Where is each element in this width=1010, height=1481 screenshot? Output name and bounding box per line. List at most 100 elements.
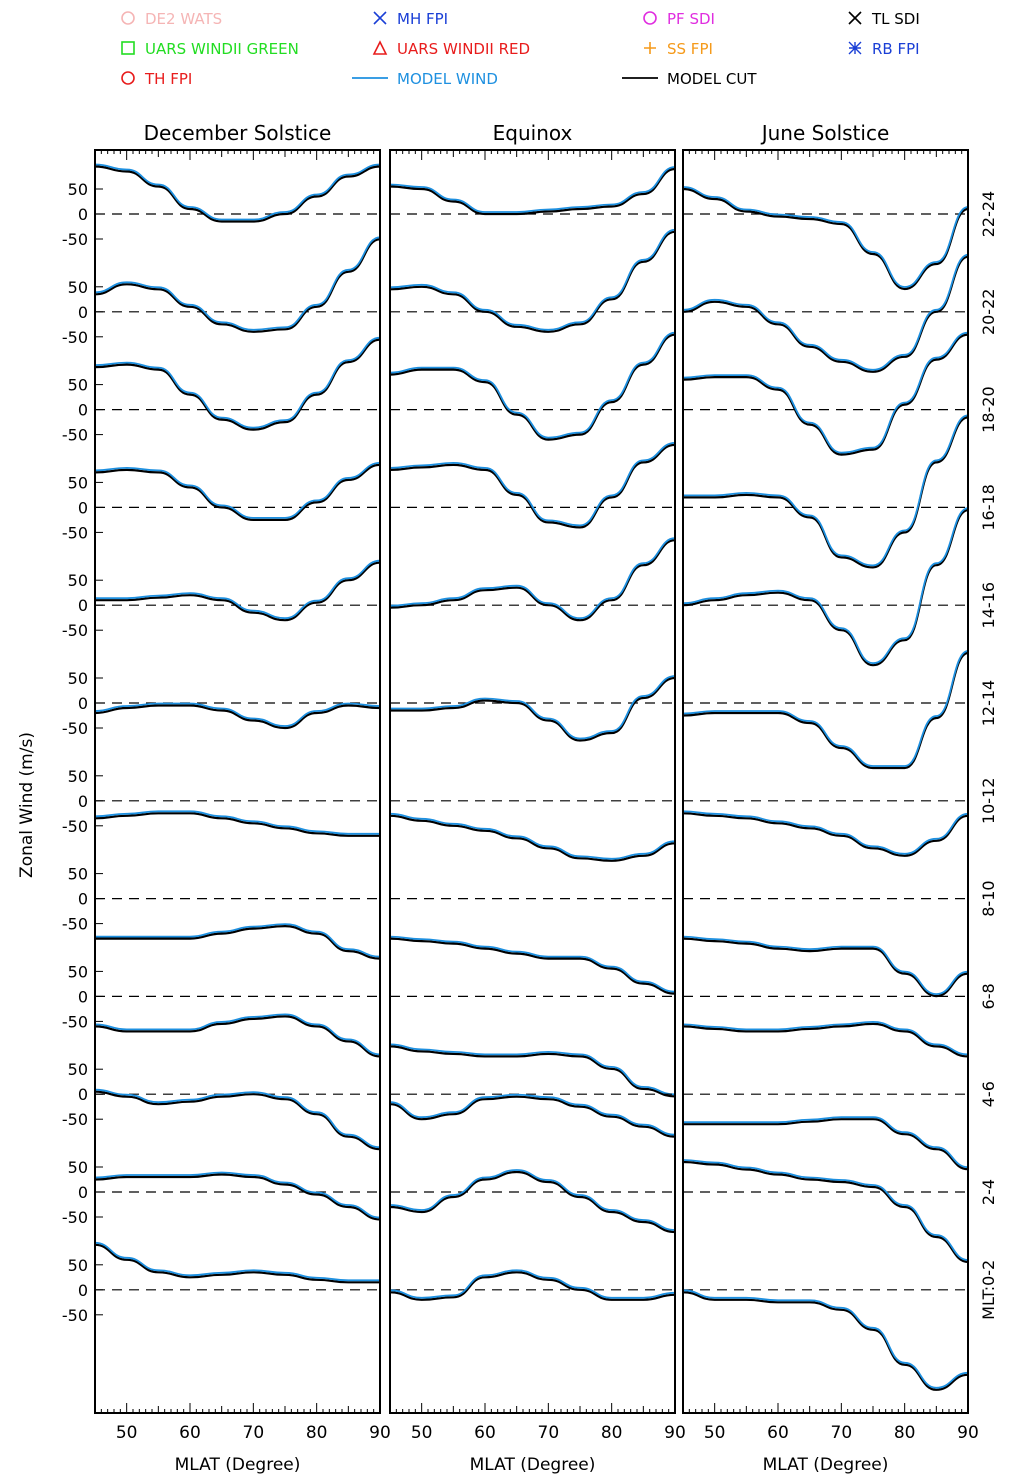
model-cut-line: [390, 539, 675, 622]
model-wind-line: [683, 810, 968, 855]
y-tick-label: 0: [78, 1281, 88, 1300]
plot-area: [390, 166, 675, 1301]
x-tick-label: 90: [957, 1423, 979, 1443]
legend-symbol: [644, 42, 656, 54]
model-cut-line: [95, 1243, 380, 1284]
model-cut-line: [95, 704, 380, 730]
model-cut-line: [95, 165, 380, 223]
model-cut-line: [390, 443, 675, 529]
model-wind-line: [390, 1169, 675, 1231]
x-tick-label: 80: [894, 1423, 916, 1443]
legend-label: UARS WINDII GREEN: [145, 40, 299, 58]
model-cut-line: [683, 1022, 968, 1058]
model-wind-line: [683, 331, 968, 454]
legend-label: TH FPI: [144, 70, 192, 88]
model-cut-line: [95, 338, 380, 431]
legend-label: DE2 WATS: [145, 10, 222, 28]
model-cut-line: [95, 812, 380, 837]
legend-symbol: [373, 11, 387, 25]
model-cut-line: [683, 1291, 968, 1391]
y-tick-label: -50: [62, 817, 88, 836]
model-wind-line: [390, 1269, 675, 1299]
x-tick-label: 50: [704, 1423, 726, 1443]
panel-frame: [389, 149, 676, 1414]
model-wind-line: [95, 1171, 380, 1219]
legend-symbol: [121, 71, 135, 85]
y-tick-label: 50: [68, 1060, 88, 1079]
legend-symbol: [372, 40, 388, 55]
y-tick-label: -50: [62, 621, 88, 640]
x-tick-label: 80: [306, 1423, 328, 1443]
mlt-label: 6-8: [979, 983, 998, 1009]
model-wind-line: [683, 1020, 968, 1056]
y-tick-label: 0: [78, 1085, 88, 1104]
legend-item-model-wind: MODEL WIND: [352, 70, 498, 88]
mlt-label: 4-6: [979, 1081, 998, 1107]
y-tick-label: -50: [62, 230, 88, 249]
model-cut-line: [683, 651, 968, 770]
model-cut-line: [95, 238, 380, 333]
x-tick-label: 70: [538, 1423, 560, 1443]
model-cut-line: [95, 1173, 380, 1221]
panel-frame: [682, 149, 969, 1414]
legend-symbol: [848, 41, 862, 55]
model-wind-line: [95, 1088, 380, 1149]
model-wind-line: [390, 166, 675, 213]
mlt-label: 8-10: [979, 880, 998, 916]
panel-jun: June Solstice 50 60 70 80 90 MLAT (Degree): [682, 121, 979, 1475]
model-wind-line: [683, 414, 968, 567]
y-tick-label: 0: [78, 987, 88, 1006]
y-tick-label: -50: [62, 1012, 88, 1031]
legend-label: PF SDI: [667, 10, 715, 28]
legend-item-uars-windii-red: UARS WINDII RED: [372, 40, 530, 58]
model-cut-line: [390, 937, 675, 995]
mlt-label: 2-4: [979, 1179, 998, 1205]
y-tick-label: 0: [78, 1183, 88, 1202]
panel-dec: December Solstice 50 60 70 80 90 MLAT (Degree): [94, 121, 391, 1475]
legend-label: RB FPI: [872, 40, 920, 58]
y-tick-label: -50: [62, 426, 88, 445]
model-cut-line: [390, 1170, 675, 1234]
legend-item-ss-fpi: SS FPI: [644, 40, 713, 58]
model-cut-line: [683, 1118, 968, 1171]
model-cut-line: [683, 1160, 968, 1264]
model-wind-line: [683, 253, 968, 371]
model-cut-line: [683, 255, 968, 373]
model-wind-line: [683, 1116, 968, 1169]
model-wind-line: [95, 1013, 380, 1056]
mlt-label: 14-16: [979, 582, 998, 629]
y-tick-label: 0: [78, 205, 88, 224]
model-wind-line: [683, 650, 968, 767]
model-wind-line: [683, 507, 968, 665]
panel-title: June Solstice: [760, 121, 890, 145]
model-cut-line: [390, 1271, 675, 1301]
mlt-label: 12-14: [979, 680, 998, 727]
model-wind-line: [390, 1093, 675, 1136]
model-wind-line: [95, 163, 380, 221]
model-cut-line: [95, 1015, 380, 1058]
legend-label: UARS WINDII RED: [397, 40, 530, 58]
model-wind-line: [683, 1159, 968, 1261]
y-tick-label: 0: [78, 498, 88, 517]
mlt-label: 20-22: [979, 289, 998, 336]
panels: December Solstice 50 60 70 80 90 MLAT (Degree)…: [62, 121, 998, 1475]
legend-item-mh-fpi: MH FPI: [373, 10, 448, 28]
legend-item-pf-sdi: PF SDI: [643, 10, 715, 28]
y-tick-label: 50: [68, 1158, 88, 1177]
x-tick-label: 90: [369, 1423, 391, 1443]
panel-title: December Solstice: [144, 121, 332, 145]
x-axis-label: MLAT (Degree): [175, 1455, 301, 1475]
panel-equ: Equinox 50 60 70 80 90 MLAT (Degree): [389, 121, 686, 1475]
model-wind-line: [390, 537, 675, 620]
model-cut-line: [390, 1045, 675, 1098]
mlt-label: 18-20: [979, 386, 998, 433]
x-tick-label: 90: [664, 1423, 686, 1443]
panel-title: Equinox: [493, 121, 573, 145]
x-tick-label: 70: [243, 1423, 265, 1443]
model-wind-line: [390, 1043, 675, 1096]
legend: DE2 WATS MH FPI PF SDI TL SDI UARS WINDII GR…: [121, 10, 920, 88]
mlt-label: 22-24: [979, 191, 998, 238]
model-wind-line: [95, 923, 380, 958]
model-wind-line: [683, 935, 968, 996]
